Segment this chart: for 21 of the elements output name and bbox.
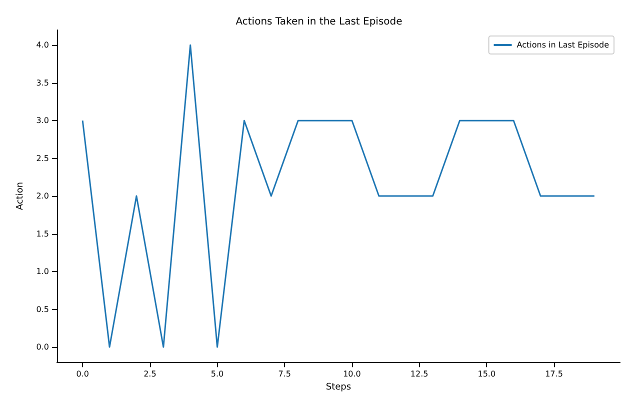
chart-title: Actions Taken in the Last Episode (236, 16, 402, 28)
y-axis-title: Action (16, 182, 26, 210)
x-tick-label: 15.0 (478, 370, 496, 379)
x-axis-title: Steps (326, 382, 352, 392)
y-tick-label: 3.0 (36, 116, 49, 126)
x-tick-label: 2.5 (144, 370, 156, 379)
y-tick-label: 1.5 (36, 229, 49, 238)
x-tick-label: 5.0 (210, 370, 224, 379)
y-tick-label: 2.0 (36, 192, 49, 201)
x-tick-label: 17.5 (545, 370, 563, 379)
y-tick-label: 0.5 (36, 304, 49, 314)
x-tick-label: 12.5 (410, 370, 428, 379)
x-tick-label: 7.5 (278, 370, 291, 379)
legend-label: Actions in Last Episode (516, 40, 610, 50)
x-tick-label: 10.0 (343, 370, 361, 379)
y-tick-label: 2.5 (36, 154, 49, 163)
y-tick-label: 0.0 (36, 342, 49, 352)
x-tick-label: 0.0 (76, 370, 89, 379)
y-tick-label: 3.5 (36, 78, 49, 88)
y-tick-label: 4.0 (36, 40, 49, 50)
y-tick-label: 1.0 (36, 267, 49, 276)
